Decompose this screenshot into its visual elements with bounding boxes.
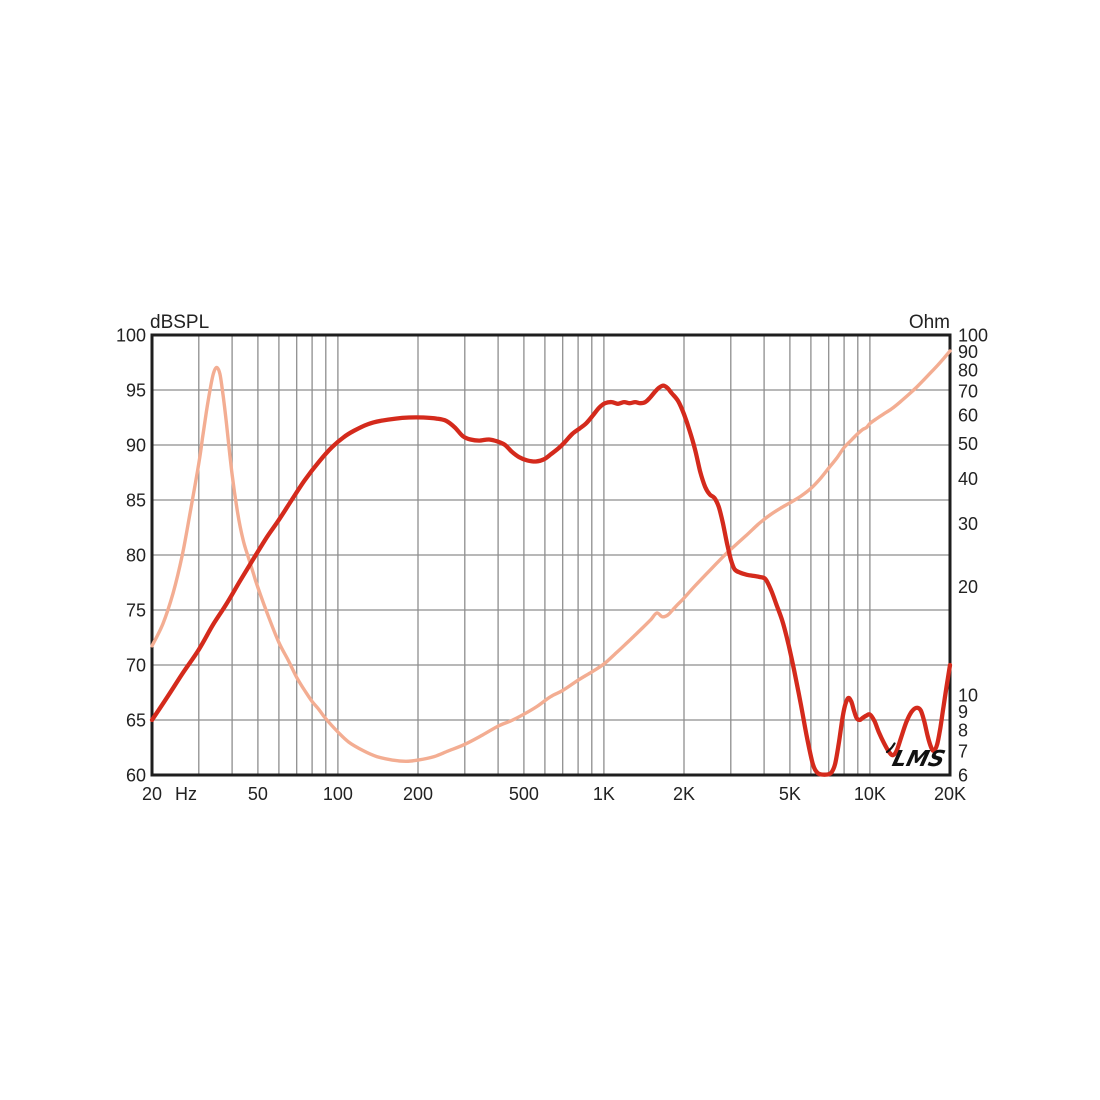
left-axis-tick-label: 90 (126, 436, 146, 456)
right-axis-tick-label: 60 (958, 405, 978, 425)
right-axis-tick-label: 40 (958, 469, 978, 489)
right-axis-title: Ohm (909, 312, 950, 333)
spl-curve (149, 383, 953, 777)
right-axis-tick-label: 50 (958, 434, 978, 454)
right-axis-tick-label: 6 (958, 766, 968, 786)
lms-signature: LMS (885, 742, 948, 772)
curves (149, 349, 953, 777)
left-axis-tick-label: 80 (126, 546, 146, 566)
right-axis-tick-label: 90 (958, 342, 978, 362)
x-axis-tick-label: 5K (779, 784, 801, 804)
right-axis-tick-label: 80 (958, 360, 978, 380)
x-axis-tick-label: 200 (403, 784, 433, 804)
x-axis-tick-label: 100 (323, 784, 353, 804)
left-axis-tick-label: 95 (126, 381, 146, 401)
left-axis-tick-label: 65 (126, 711, 146, 731)
x-axis-tick-label: 2K (673, 784, 695, 804)
x-axis-tick-label: 20 (142, 784, 162, 804)
tick-labels: 1009590858075706560100908070605040302010… (116, 326, 988, 805)
right-axis-tick-label: 8 (958, 721, 968, 741)
x-axis-unit-label: Hz (175, 784, 197, 804)
x-axis-tick-label: 500 (509, 784, 539, 804)
signature-flourish (885, 742, 896, 754)
grid-lines (152, 335, 950, 775)
x-axis-tick-label: 20K (934, 784, 966, 804)
x-axis-tick-label: 1K (593, 784, 615, 804)
right-axis-tick-label: 30 (958, 514, 978, 534)
plot-border (150, 333, 952, 777)
right-axis-tick-label: 100 (958, 326, 988, 346)
right-axis-tick-label: 70 (958, 381, 978, 401)
signature-text: LMS (890, 746, 948, 772)
right-axis-tick-label: 7 (958, 741, 968, 761)
x-axis-tick-label: 10K (854, 784, 886, 804)
left-axis-title: dBSPL (150, 312, 209, 333)
left-axis-tick-label: 70 (126, 656, 146, 676)
right-axis-tick-label: 10 (958, 686, 978, 706)
right-axis-tick-label: 20 (958, 577, 978, 597)
left-axis-tick-label: 100 (116, 326, 146, 346)
right-axis-tick-label: 9 (958, 702, 968, 722)
left-axis-tick-label: 75 (126, 601, 146, 621)
x-axis-tick-label: 50 (248, 784, 268, 804)
left-axis-tick-label: 85 (126, 491, 146, 511)
left-axis-tick-label: 60 (126, 766, 146, 786)
impedance-curve (150, 349, 952, 763)
